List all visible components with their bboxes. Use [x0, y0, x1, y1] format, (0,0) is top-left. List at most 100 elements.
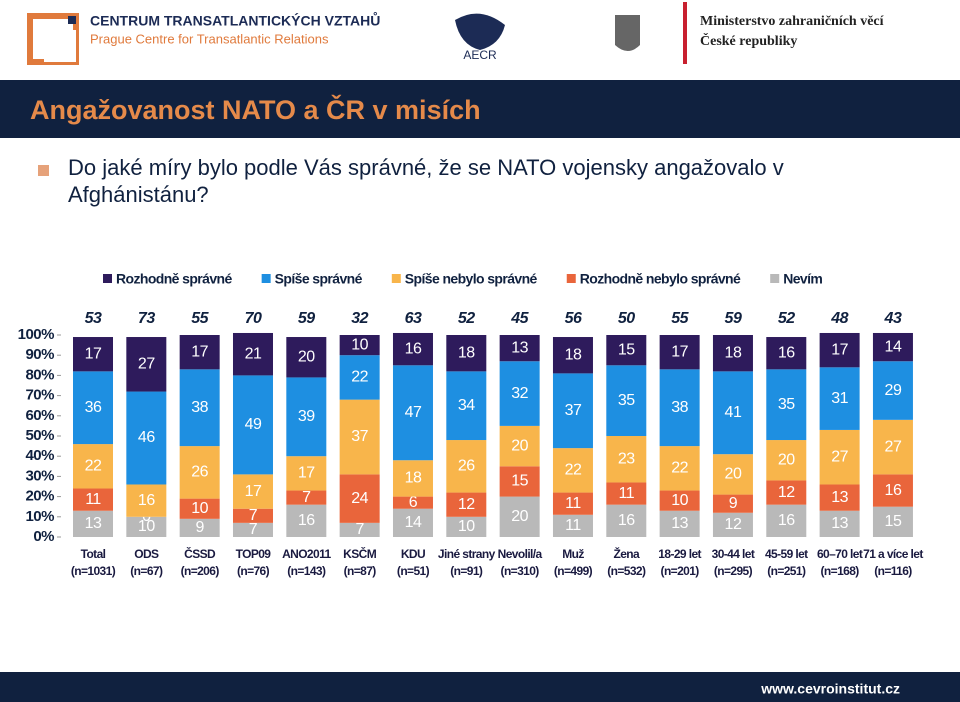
value-label: 21	[245, 345, 262, 362]
bar-segment	[712, 371, 753, 455]
bar-segment	[552, 492, 593, 515]
bar-segment	[499, 425, 540, 467]
category-name: Total	[80, 547, 106, 561]
bar-segment	[819, 484, 860, 511]
category-name: 18-29 let	[658, 547, 701, 561]
bar-segment	[446, 335, 487, 372]
top-label: 52	[458, 310, 475, 327]
value-label: 20	[511, 437, 528, 454]
ministry-bar	[683, 2, 687, 64]
value-label: 26	[458, 458, 475, 475]
bar-segment	[126, 391, 167, 485]
bar-segment	[446, 440, 487, 493]
top-label: 56	[565, 310, 582, 327]
x-tick-label: 45-59 let (n=251)	[756, 546, 816, 580]
value-label: 27	[885, 438, 902, 455]
bar-segment	[339, 399, 380, 475]
footer-url: www.cevroinstitut.cz	[760, 681, 900, 697]
bar-segment	[286, 377, 327, 457]
category-name: TOP09	[235, 547, 271, 561]
value-label: 13	[85, 515, 102, 532]
bar-segment	[552, 514, 593, 537]
category-name: KSČM	[343, 547, 377, 561]
bar-segment	[552, 448, 593, 493]
bar-segment	[552, 373, 593, 449]
bar-segment	[712, 335, 753, 372]
bar-segment	[179, 335, 220, 370]
top-label: 50	[618, 310, 635, 327]
x-tick-label: 30-44 let (n=295)	[703, 546, 763, 580]
value-label: 34	[458, 397, 475, 414]
value-label: 41	[725, 404, 742, 421]
value-label: 10	[191, 500, 208, 517]
value-label: 37	[565, 402, 582, 419]
bar-segment	[606, 504, 647, 537]
value-label: 14	[405, 514, 422, 531]
category-name: ANO2011	[282, 547, 331, 561]
value-label: 17	[298, 465, 315, 482]
bar-segment	[339, 474, 380, 523]
bar-segment	[872, 506, 913, 537]
value-label: 35	[778, 396, 795, 413]
value-label: 10	[671, 492, 688, 509]
bar-segment	[232, 522, 273, 537]
value-label: 20	[778, 451, 795, 468]
top-label: 53	[85, 310, 102, 327]
value-label: 16	[778, 344, 795, 361]
sample-size: (n=499)	[553, 564, 593, 578]
x-tick-label: Jiné strany (n=91)	[436, 546, 496, 580]
value-label: 24	[351, 490, 368, 507]
value-label: 18	[565, 346, 582, 363]
bar-segment	[179, 369, 220, 447]
category-name: Jiné strany	[437, 547, 495, 561]
x-tick-label: ODS (n=67)	[116, 546, 176, 580]
value-label: 14	[885, 338, 902, 355]
y-tick-label: 50%	[25, 427, 54, 444]
legend-label: Rozhodně správné	[116, 271, 232, 287]
bar-segment	[712, 512, 753, 537]
bar-segment	[712, 454, 753, 495]
value-label: 17	[85, 345, 102, 362]
bar-segment	[179, 498, 220, 519]
value-label: 16	[405, 340, 422, 357]
legend-label: Spíše nebylo správné	[405, 271, 538, 287]
bar-segment	[819, 332, 860, 368]
sample-size: (n=87)	[343, 564, 377, 578]
top-label: 48	[830, 310, 848, 327]
value-label: 18	[458, 344, 475, 361]
bar-segment	[872, 474, 913, 507]
bar-segment	[392, 496, 433, 509]
category-name: Nevolil/a	[497, 547, 543, 561]
value-label: 39	[298, 408, 315, 425]
value-label: 18	[725, 344, 742, 361]
value-label: 11	[618, 485, 634, 502]
bar-segment	[392, 365, 433, 461]
sample-size: (n=76)	[236, 564, 270, 578]
sample-size: (n=295)	[713, 564, 753, 578]
top-label: 43	[884, 310, 902, 327]
value-label: 16	[778, 512, 795, 529]
value-label: 27	[831, 448, 848, 465]
bar-segment	[499, 466, 540, 497]
org-subtitle: Prague Centre for Transatlantic Relation…	[90, 31, 329, 46]
value-label: 13	[831, 515, 848, 532]
value-label: 7	[249, 521, 258, 538]
value-label: 10	[458, 518, 475, 535]
legend-label: Nevím	[783, 271, 822, 287]
bar-segment	[392, 508, 433, 537]
sample-size: (n=532)	[607, 564, 646, 578]
bar-segment	[766, 504, 807, 537]
x-tick-label: TOP09 (n=76)	[223, 546, 283, 580]
bar-segment	[872, 419, 913, 475]
value-label: 17	[671, 343, 688, 360]
value-label: 12	[778, 484, 795, 501]
value-label: 32	[511, 385, 528, 402]
bar-segment	[659, 369, 700, 447]
category-name: Žena	[613, 547, 640, 561]
bar-segment	[232, 375, 273, 475]
top-label: 55	[671, 310, 689, 327]
value-label: 12	[458, 496, 475, 513]
y-tick-label: 0%	[33, 528, 54, 545]
sample-size: (n=310)	[500, 564, 540, 578]
